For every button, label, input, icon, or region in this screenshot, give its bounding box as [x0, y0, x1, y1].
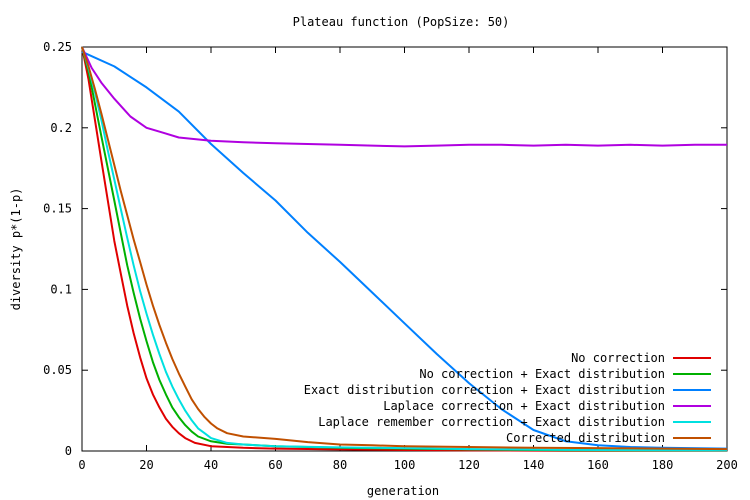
y-tick-label: 0: [65, 444, 72, 458]
series-line-6: [81, 46, 728, 451]
x-tick-label: 40: [204, 458, 218, 472]
series-line-4: [81, 46, 727, 148]
x-tick-label: 120: [458, 458, 480, 472]
legend: No correction No correction + Exact distr…: [304, 351, 711, 445]
legend-label: Laplace correction + Exact distribution: [383, 399, 665, 413]
series-group: [81, 46, 728, 452]
x-tick-label: 100: [394, 458, 416, 472]
y-axis: 0 0.05 0.1 0.15 0.2 0.25: [43, 40, 727, 458]
legend-label: No correction + Exact distribution: [419, 367, 665, 381]
x-tick-label: 180: [652, 458, 674, 472]
series-line-1: [81, 46, 728, 452]
series-line-5: [81, 46, 728, 452]
y-tick-label: 0.1: [50, 282, 72, 296]
y-tick-label: 0.25: [43, 40, 72, 54]
y-axis-label: diversity p*(1-p): [9, 188, 23, 311]
legend-label: No correction: [571, 351, 665, 365]
series-line-3: [81, 50, 728, 450]
x-tick-label: 200: [716, 458, 738, 472]
y-tick-label: 0.05: [43, 363, 72, 377]
y-tick-label: 0.15: [43, 202, 72, 216]
legend-label: Laplace remember correction + Exact dist…: [318, 415, 665, 429]
chart-title: Plateau function (PopSize: 50): [293, 15, 510, 29]
x-axis-label: generation: [367, 484, 439, 498]
legend-label: Corrected distribution: [506, 431, 665, 445]
x-tick-label: 80: [333, 458, 347, 472]
x-tick-label: 140: [523, 458, 545, 472]
x-tick-label: 160: [587, 458, 609, 472]
x-tick-label: 0: [78, 458, 85, 472]
y-tick-label: 0.2: [50, 121, 72, 135]
x-tick-label: 20: [139, 458, 153, 472]
x-tick-label: 60: [268, 458, 282, 472]
legend-label: Exact distribution correction + Exact di…: [304, 383, 665, 397]
